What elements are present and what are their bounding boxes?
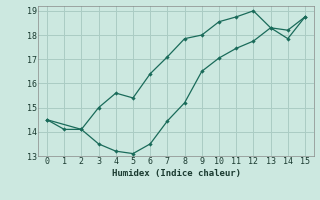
X-axis label: Humidex (Indice chaleur): Humidex (Indice chaleur) bbox=[111, 169, 241, 178]
